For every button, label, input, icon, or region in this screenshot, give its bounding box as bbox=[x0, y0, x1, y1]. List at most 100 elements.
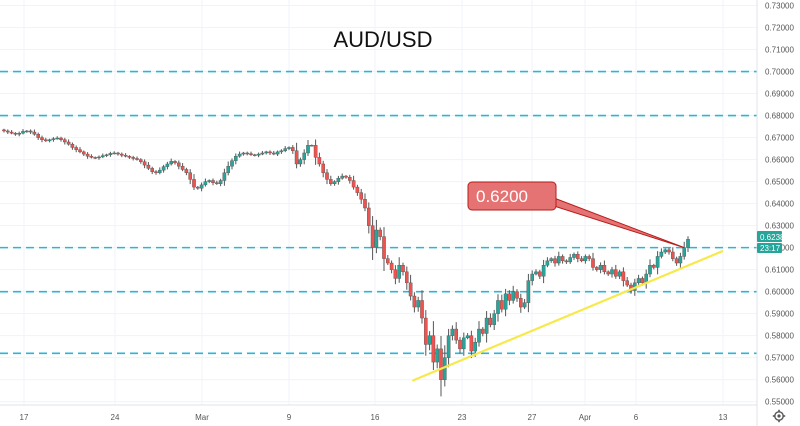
candle bbox=[564, 259, 569, 264]
candle bbox=[40, 135, 44, 143]
y-tick-label: 0.67000 bbox=[765, 134, 794, 143]
candle bbox=[203, 178, 208, 187]
candle bbox=[78, 147, 82, 154]
candle bbox=[663, 248, 667, 254]
candle bbox=[420, 290, 424, 324]
y-tick-label: 0.63000 bbox=[765, 222, 794, 231]
candle bbox=[386, 254, 390, 266]
candle bbox=[450, 325, 455, 341]
x-tick-label: Mar bbox=[195, 413, 209, 422]
candle bbox=[348, 174, 352, 184]
x-tick-label: 24 bbox=[111, 413, 120, 422]
candle bbox=[268, 150, 272, 155]
candle bbox=[36, 132, 40, 140]
candle bbox=[667, 247, 671, 255]
candle bbox=[534, 269, 538, 276]
candle bbox=[2, 128, 6, 133]
candle bbox=[598, 262, 603, 274]
candle bbox=[135, 156, 139, 161]
candle bbox=[214, 180, 219, 185]
candle bbox=[184, 167, 189, 176]
candle bbox=[66, 139, 71, 146]
x-tick-label: 17 bbox=[20, 413, 29, 422]
y-tick-label: 0.68000 bbox=[765, 112, 794, 121]
time-axis[interactable]: 17 24 Mar 9 16 23 27 Apr 6 13 bbox=[20, 413, 728, 422]
candle bbox=[279, 149, 284, 154]
candle bbox=[226, 161, 231, 176]
candle bbox=[678, 252, 683, 268]
candle bbox=[648, 259, 652, 278]
candle bbox=[625, 277, 629, 288]
y-tick-label: 0.61000 bbox=[765, 266, 794, 275]
candle bbox=[283, 146, 288, 153]
candle bbox=[275, 150, 280, 157]
candle bbox=[100, 153, 105, 159]
candle bbox=[302, 149, 307, 165]
candle bbox=[5, 129, 10, 135]
candle bbox=[142, 159, 147, 169]
candle bbox=[538, 269, 542, 280]
candle bbox=[89, 154, 94, 159]
candle bbox=[610, 266, 614, 278]
candle bbox=[412, 292, 417, 313]
candle bbox=[507, 290, 512, 306]
candle bbox=[526, 273, 531, 313]
candle bbox=[374, 219, 379, 254]
candle bbox=[211, 178, 215, 186]
candle bbox=[32, 129, 37, 136]
candle bbox=[28, 129, 33, 135]
candle bbox=[477, 321, 481, 347]
candle bbox=[199, 182, 204, 192]
candle bbox=[344, 174, 348, 179]
candle bbox=[500, 294, 504, 313]
candle bbox=[51, 137, 56, 142]
candles bbox=[2, 128, 690, 397]
candle bbox=[595, 266, 599, 272]
candle bbox=[93, 156, 97, 160]
x-tick-label: 16 bbox=[371, 413, 380, 422]
candle bbox=[97, 155, 101, 160]
candle bbox=[652, 263, 656, 270]
candle bbox=[146, 161, 151, 171]
last-price-badge-bg bbox=[757, 231, 782, 242]
countdown-label: 23:17 bbox=[760, 244, 781, 253]
candle bbox=[439, 335, 443, 397]
candle bbox=[492, 309, 497, 330]
candle bbox=[298, 157, 303, 167]
y-tick-label: 0.58000 bbox=[765, 332, 794, 341]
candle bbox=[686, 236, 690, 252]
candle bbox=[74, 145, 78, 153]
price-axis[interactable]: 0.73000 0.72000 0.71000 0.70000 0.69000 0.680… bbox=[765, 2, 794, 407]
candle bbox=[81, 150, 86, 157]
candle bbox=[545, 257, 550, 268]
candle bbox=[55, 136, 59, 140]
candle bbox=[355, 184, 360, 196]
settings-gear-icon[interactable] bbox=[772, 409, 786, 423]
x-tick-label: 9 bbox=[287, 413, 292, 422]
candle bbox=[621, 267, 626, 287]
candle bbox=[188, 169, 193, 185]
candle bbox=[222, 168, 227, 186]
candle bbox=[176, 160, 181, 170]
candle bbox=[310, 144, 314, 147]
candle bbox=[195, 186, 200, 190]
candle bbox=[579, 256, 584, 263]
candle bbox=[572, 252, 576, 260]
price-callout: 0.6200 bbox=[467, 181, 685, 249]
y-tick-label: 0.64000 bbox=[765, 200, 794, 209]
candle bbox=[408, 274, 413, 301]
candle bbox=[332, 180, 337, 186]
candle bbox=[591, 252, 595, 271]
y-tick-label: 0.55000 bbox=[765, 398, 794, 407]
y-tick-label: 0.65000 bbox=[765, 178, 794, 187]
candle bbox=[481, 327, 485, 337]
candle bbox=[63, 137, 67, 145]
last-price-label: 0.62381 bbox=[760, 233, 789, 242]
candle bbox=[465, 333, 470, 340]
candle bbox=[325, 169, 329, 185]
candle bbox=[313, 139, 318, 165]
x-tick-label: 13 bbox=[719, 413, 728, 422]
